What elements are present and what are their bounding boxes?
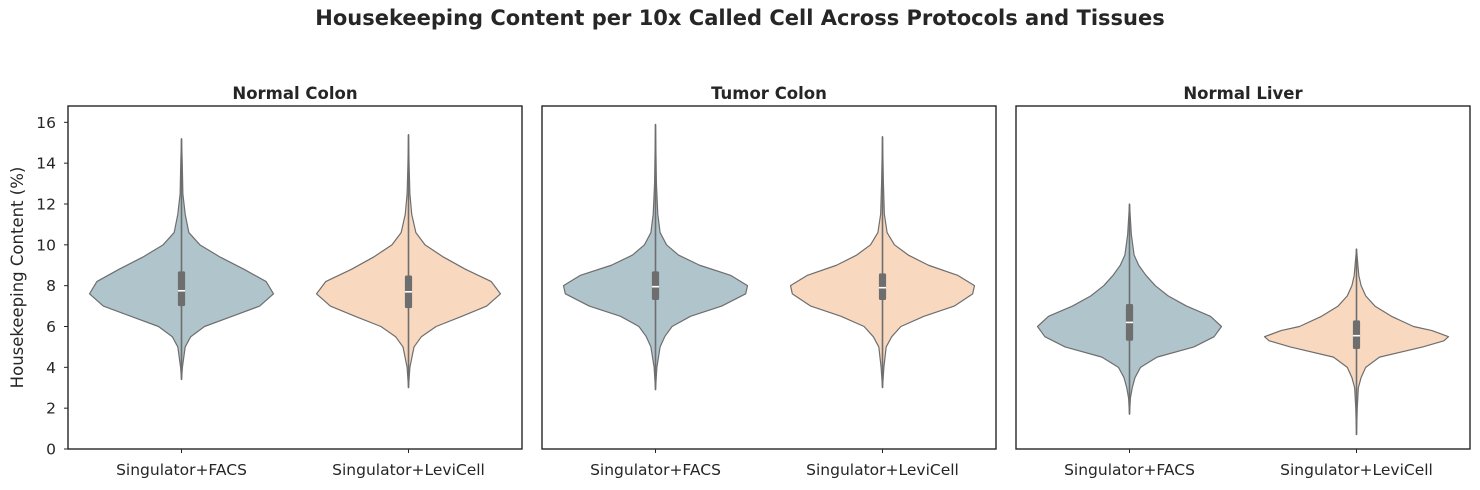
violin-iqr-box	[878, 273, 887, 300]
y-tick-label: 2	[46, 400, 56, 418]
panel-2: Normal Liver Singulator+FACS Singulator+Le…	[1015, 84, 1471, 479]
x-tick-label: Singulator+LeviCell	[806, 461, 959, 479]
x-tick-label: Singulator+FACS	[116, 461, 247, 479]
y-tick-label: 0	[46, 441, 56, 459]
panel-title: Normal Liver	[1183, 84, 1303, 103]
y-axis: 0 2 4 6 8 10 12 14 16 Housekeeping Content (%)	[8, 114, 68, 459]
x-tick-label: Singulator+FACS	[1064, 461, 1195, 479]
violin-iqr-box	[1352, 320, 1361, 349]
violin-iqr-box	[177, 271, 186, 307]
y-tick-label: 12	[36, 196, 56, 214]
x-tick-label: Singulator+LeviCell	[332, 461, 485, 479]
panel-frame	[67, 105, 523, 450]
y-tick-label: 8	[46, 277, 56, 295]
panel-frame	[1015, 105, 1471, 450]
y-axis-label: Housekeeping Content (%)	[8, 167, 27, 389]
y-tick-label: 14	[36, 155, 56, 173]
y-tick-label: 16	[36, 114, 56, 132]
y-tick-label: 4	[46, 359, 56, 377]
x-tick-label: Singulator+FACS	[590, 461, 721, 479]
violin-iqr-box	[651, 271, 660, 300]
panel-1: Tumor Colon Singulator+FACS Singulator+Lev…	[541, 84, 997, 479]
panel-title: Normal Colon	[232, 84, 357, 103]
y-tick-label: 6	[46, 318, 56, 336]
chart-title: Housekeeping Content per 10x Called Cell…	[315, 6, 1165, 30]
y-tick-label: 10	[36, 236, 56, 254]
x-tick-label: Singulator+LeviCell	[1280, 461, 1433, 479]
panel-0: Normal Colon Singulator+FACS Singulator+Le…	[67, 84, 523, 479]
panel-title: Tumor Colon	[711, 84, 827, 103]
panel-frame	[541, 105, 997, 450]
